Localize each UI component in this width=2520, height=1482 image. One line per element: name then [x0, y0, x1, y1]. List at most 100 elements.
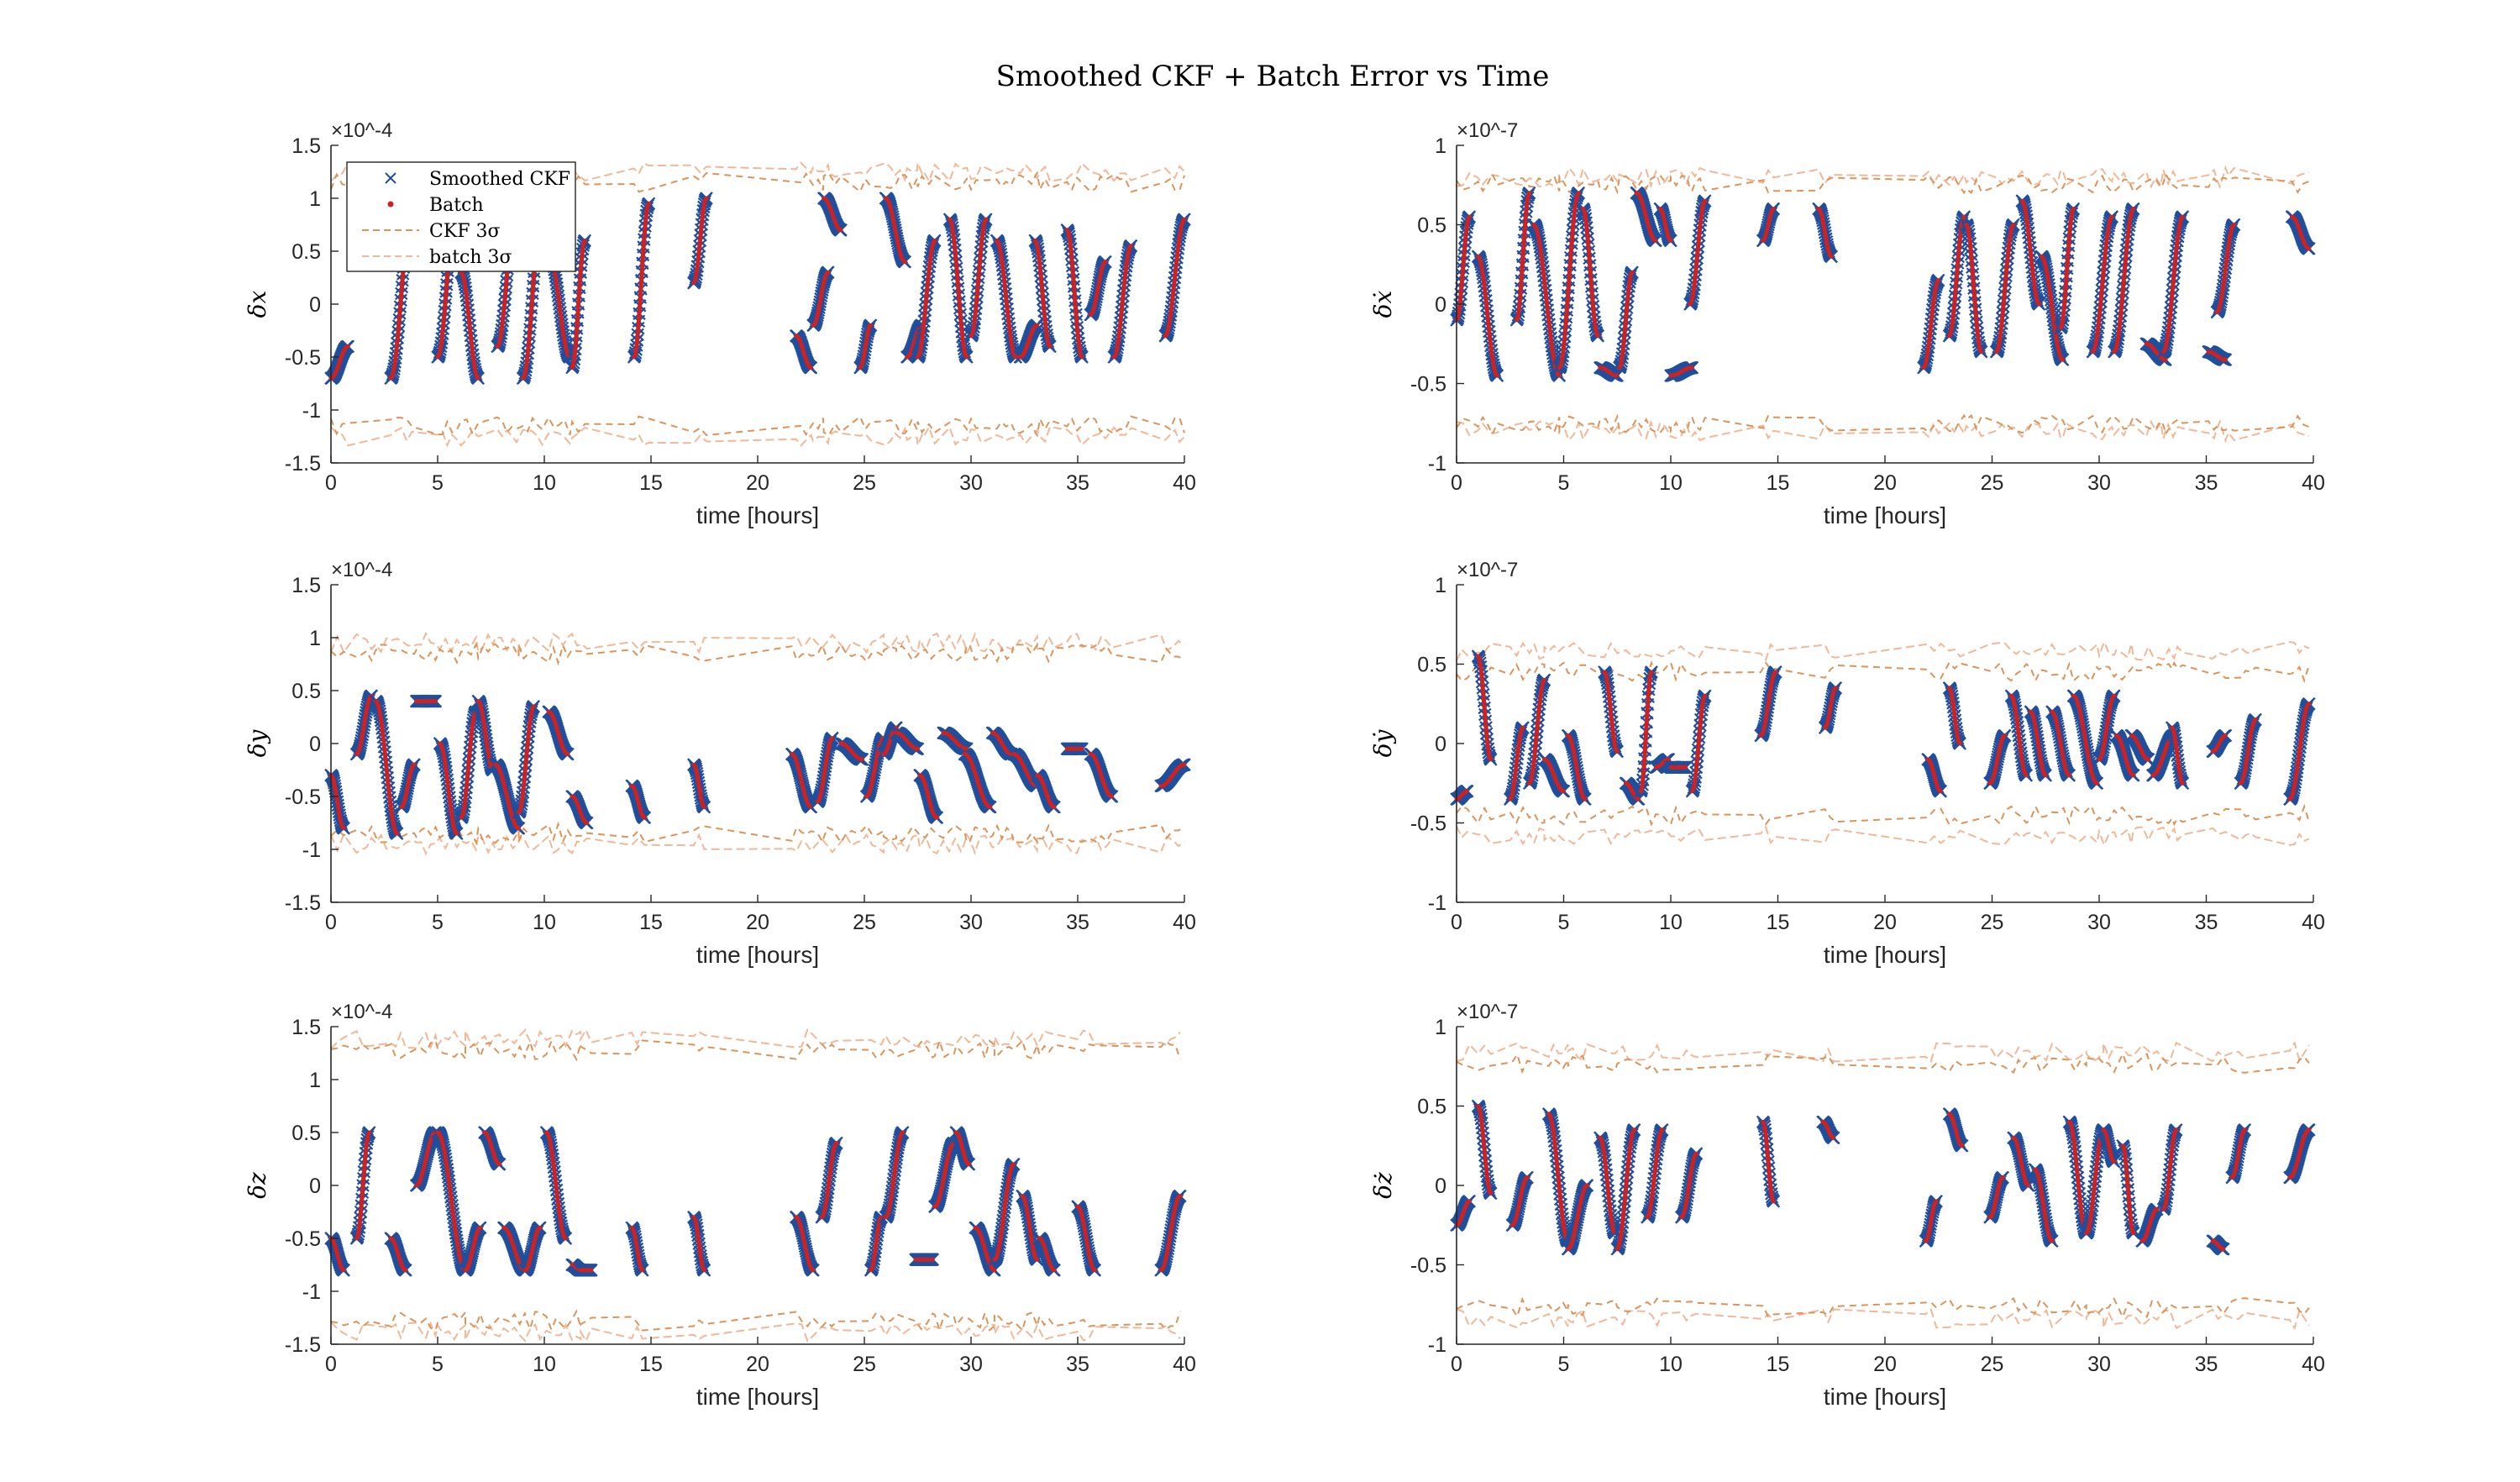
error-segment	[853, 318, 878, 375]
axis-exponent: ×10^-7	[1457, 1001, 1518, 1023]
error-segment	[2225, 1123, 2252, 1185]
x-tick-label: 20	[746, 1353, 769, 1376]
error-segment	[574, 1264, 598, 1277]
error-segment	[1664, 360, 1699, 382]
batch-markers	[1653, 757, 1671, 770]
x-tick-label: 10	[1659, 911, 1683, 934]
batch-markers	[2210, 1238, 2226, 1252]
batch-markers	[2170, 725, 2185, 786]
batch-markers	[1454, 789, 1470, 801]
batch-markers	[1476, 1104, 1494, 1196]
x-tick-label: 30	[959, 471, 983, 495]
error-segment	[1154, 1189, 1187, 1277]
error-segment	[811, 731, 839, 809]
y-tick-label: 0.5	[291, 1122, 321, 1145]
batch-markers	[482, 1130, 502, 1167]
error-segment	[2116, 1138, 2140, 1240]
x-axis-label: time [hours]	[1824, 502, 1946, 528]
batch-markers	[1546, 1112, 1571, 1243]
error-segment	[431, 1126, 472, 1277]
batch-markers	[459, 270, 480, 381]
error-segment	[1503, 721, 1530, 806]
batch-markers	[691, 762, 706, 810]
y-tick-label: 1.5	[291, 574, 321, 597]
batch-markers	[1657, 207, 1673, 243]
y-axis-label: δẏ	[1369, 728, 1397, 757]
batch-markers	[1557, 191, 1581, 370]
error-segment	[1032, 1232, 1061, 1277]
y-tick-label: -1	[302, 838, 321, 862]
batch-markers	[399, 762, 417, 810]
error-segment	[942, 213, 974, 364]
batch-3sigma-up	[330, 1027, 1181, 1050]
batch-markers	[2113, 733, 2136, 778]
error-segment	[459, 1221, 487, 1277]
batch-markers	[2008, 693, 2029, 778]
y-tick-label: 1	[309, 187, 321, 211]
legend-label: Smoothed CKF	[429, 169, 570, 190]
batch-markers	[1514, 191, 1532, 323]
error-segment	[1450, 1195, 1477, 1232]
x-tick-label: 5	[1558, 1353, 1570, 1376]
error-segment	[2004, 689, 2034, 782]
error-segment	[1450, 784, 1474, 806]
error-segment	[625, 779, 652, 824]
error-segment	[913, 769, 944, 824]
batch-markers	[1634, 191, 1658, 243]
y-tick-label: -0.5	[1410, 1254, 1446, 1278]
error-segment	[2054, 202, 2081, 335]
batch-3sigma-up	[1456, 1040, 2310, 1063]
batch-markers	[328, 1236, 346, 1273]
batch-markers	[916, 238, 937, 360]
y-tick-label: 0.5	[1417, 1096, 1446, 1119]
x-tick-label: 10	[533, 471, 556, 495]
error-segment	[1613, 265, 1639, 375]
error-segment	[1509, 186, 1536, 327]
error-segment	[2015, 194, 2046, 311]
error-segment	[1983, 1170, 2010, 1224]
x-tick-label: 30	[2087, 911, 2111, 934]
batch-3sigma-lo	[1456, 1308, 2310, 1331]
x-tick-label: 25	[853, 911, 876, 934]
batch-markers	[1509, 1175, 1530, 1227]
batch-markers	[373, 699, 400, 836]
x-tick-label: 0	[1451, 1353, 1462, 1376]
error-segment	[1634, 665, 1658, 798]
error-segment	[1107, 239, 1138, 364]
error-segment	[627, 197, 656, 364]
x-tick-label: 20	[1873, 1353, 1897, 1376]
batch-markers	[546, 709, 570, 757]
batch-markers	[1527, 677, 1546, 786]
batch-markers	[1614, 1127, 1637, 1252]
x-tick-label: 25	[1981, 471, 2004, 495]
subplot-6: 0 5 10 15 20 25 30 35 40 -1 -0.5 0 0.5 1 ×10^-7 time [h…	[1369, 1001, 2325, 1410]
y-tick-label: 1	[1435, 1016, 1446, 1039]
batch-markers	[2090, 214, 2114, 355]
error-segment	[454, 265, 486, 385]
batch-markers	[1542, 757, 1566, 794]
error-segment	[2066, 689, 2104, 791]
error-segment	[539, 1126, 573, 1245]
batch-markers	[2290, 214, 2312, 251]
error-segment	[324, 1232, 351, 1277]
error-segment	[909, 1253, 940, 1266]
x-tick-label: 25	[853, 471, 876, 495]
error-segment	[1756, 1115, 1781, 1208]
batch-markers	[2058, 207, 2076, 330]
batch-markers	[2229, 1127, 2247, 1180]
ckf-3sigma-lo	[1456, 803, 2310, 827]
x-axis-label: time [hours]	[696, 502, 819, 528]
axis-exponent: ×10^-7	[1457, 559, 1518, 581]
x-tick-label: 40	[2302, 1353, 2325, 1376]
error-segment	[1674, 1147, 1704, 1224]
x-tick-label: 15	[639, 911, 663, 934]
error-segment	[2202, 344, 2233, 366]
error-segment	[324, 339, 355, 385]
batch-3sigma-up	[1456, 165, 2310, 189]
error-segment	[2045, 705, 2076, 782]
batch-markers	[1566, 733, 1588, 801]
error-segment	[1561, 728, 1592, 806]
x-axis-label: time [hours]	[696, 1384, 819, 1410]
x-tick-label: 5	[432, 911, 444, 934]
batch-markers	[388, 1236, 408, 1273]
